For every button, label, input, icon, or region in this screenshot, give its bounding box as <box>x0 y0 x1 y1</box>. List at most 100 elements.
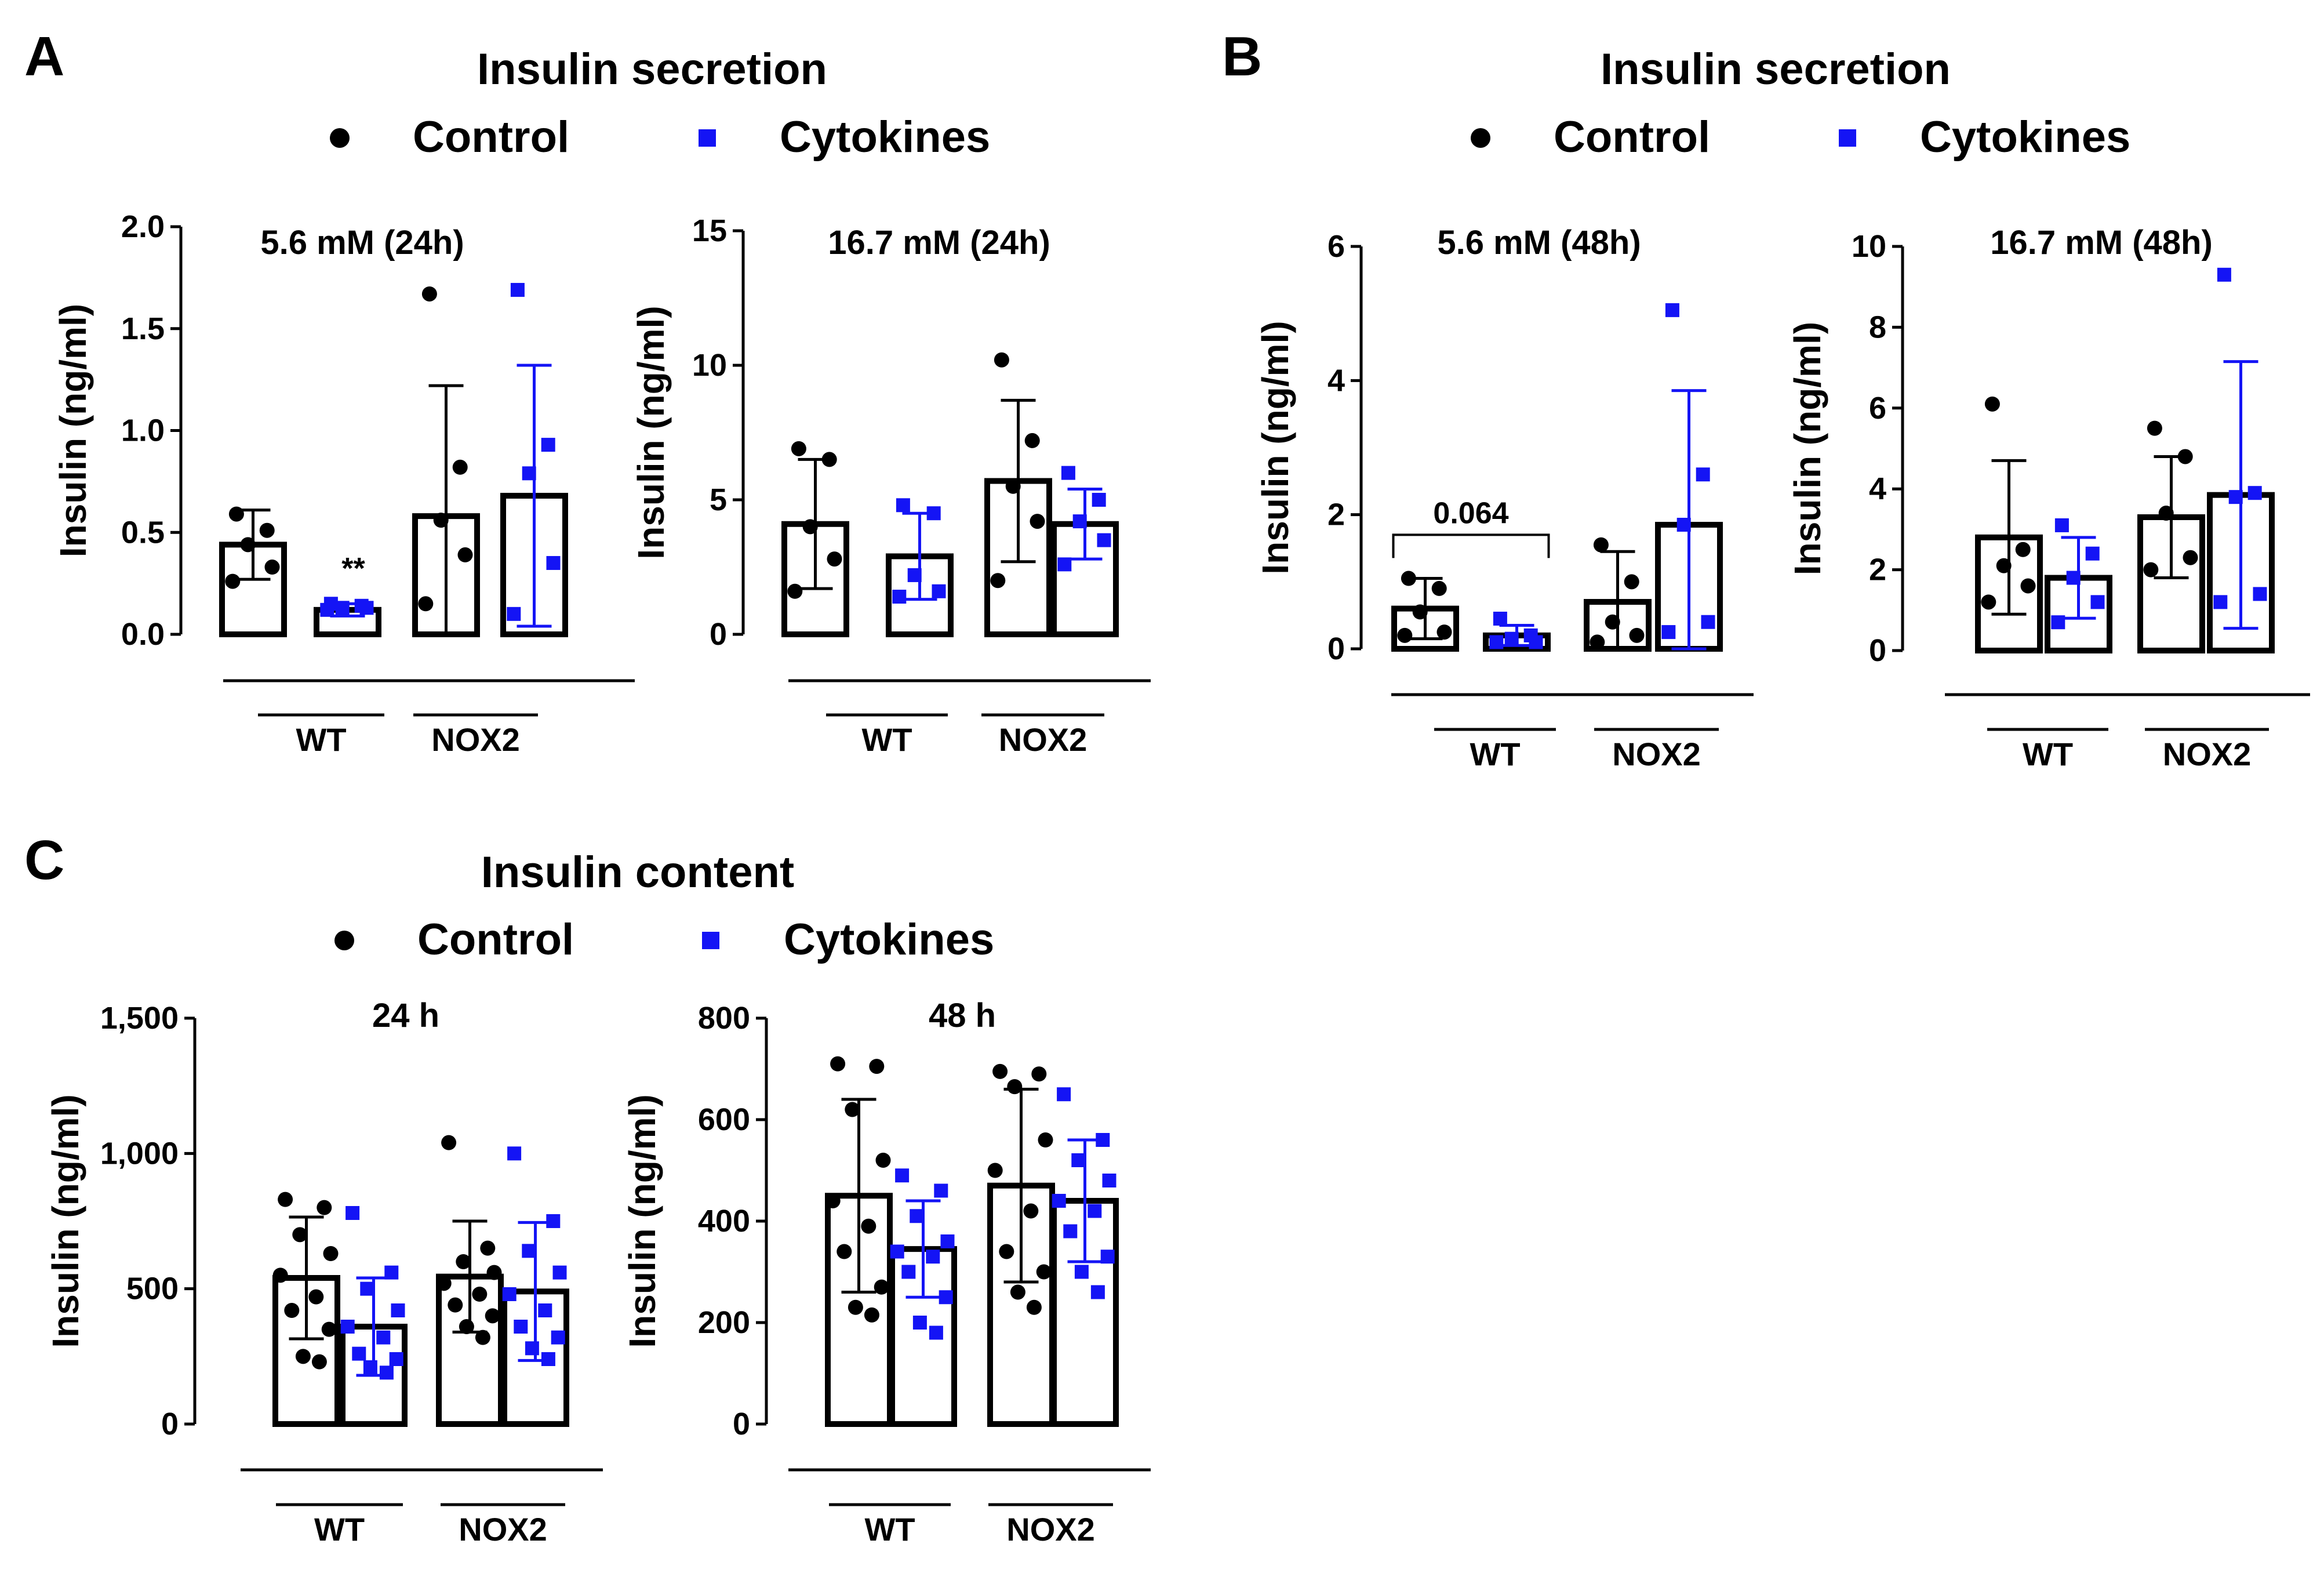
data-point-control <box>1030 514 1045 529</box>
y-tick-label: 1,000 <box>100 1136 179 1171</box>
data-point-control <box>2158 506 2174 521</box>
y-tick-label: 800 <box>698 1001 750 1036</box>
panel-b-title: Insulin secretion <box>1601 45 1951 94</box>
y-tick-label: 8 <box>1869 310 1886 344</box>
data-point-control <box>1031 1066 1047 1082</box>
data-point-control <box>436 1276 452 1291</box>
data-point-control <box>869 1059 885 1074</box>
data-point-control <box>830 1056 846 1072</box>
legend-c-cytokines-marker <box>702 932 719 949</box>
data-point-control <box>1436 624 1452 640</box>
y-axis-label: Insulin (ng/ml) <box>1787 322 1828 575</box>
chart-c-24h: 24 h Insulin (ng/ml) 0 500 1,000 1,500 WT NOX2 <box>45 997 603 1548</box>
panel-letter-a: A <box>24 26 64 88</box>
y-tick-label: 10 <box>692 348 727 383</box>
data-point-control <box>861 1218 876 1234</box>
data-point-cytokines <box>384 1265 399 1280</box>
data-point-cytokines <box>507 1146 522 1161</box>
y-tick-label: 2 <box>1328 497 1345 532</box>
data-point-cytokines <box>2213 595 2228 609</box>
data-point-cytokines <box>926 1250 940 1264</box>
data-point-cytokines <box>1661 625 1676 640</box>
data-point-cytokines <box>932 584 946 598</box>
legend-c-cytokines-label: Cytokines <box>784 915 994 964</box>
chart-a-16-7mm-24h: 16.7 mM (24h) Insulin (ng/ml) 0 5 10 15 WT NOX2 <box>630 213 1151 758</box>
legend-b-control-label: Control <box>1554 112 1710 162</box>
data-point-control <box>1996 558 2012 573</box>
data-point-control <box>472 1287 488 1302</box>
group-label-nox2: NOX2 <box>1006 1511 1095 1548</box>
data-point-cytokines <box>2051 615 2065 630</box>
data-point-control <box>1036 1264 1052 1280</box>
panel-letter-b: B <box>1222 26 1262 88</box>
data-point-cytokines <box>360 1281 374 1296</box>
chart-b-5-6mm-48h: 5.6 mM (48h) Insulin (ng/ml) 0 2 4 6 0.064 WT NO… <box>1254 224 1754 772</box>
data-point-control <box>1026 1299 1042 1315</box>
y-tick-label: 4 <box>1328 363 1345 398</box>
data-point-cytokines <box>934 1183 948 1198</box>
data-point-cytokines <box>1102 1174 1116 1187</box>
y-tick-label: 2 <box>1869 553 1886 587</box>
data-point-control <box>1593 537 1609 553</box>
data-point-control <box>992 1063 1008 1079</box>
data-point-cytokines <box>541 1352 555 1366</box>
data-point-cytokines <box>2217 267 2231 282</box>
legend-b-cytokines-label: Cytokines <box>1920 112 2130 162</box>
data-point-cytokines <box>502 1287 517 1301</box>
y-tick-label: 10 <box>1852 229 1886 264</box>
data-point-cytokines <box>1088 1204 1102 1218</box>
data-point-cytokines <box>1090 1285 1105 1299</box>
data-point-control <box>1005 478 1021 494</box>
significance-bracket <box>1392 533 1550 558</box>
data-point-control <box>845 1102 860 1117</box>
data-point-control <box>987 1163 1003 1178</box>
data-point-cytokines <box>2066 571 2081 585</box>
data-point-control <box>825 1193 841 1208</box>
group-label-nox2: NOX2 <box>431 721 520 758</box>
data-point-cytokines <box>514 1320 528 1334</box>
y-tick-label: 0 <box>1328 631 1345 666</box>
data-point-control <box>323 1246 339 1261</box>
data-point-cytokines <box>522 1244 536 1258</box>
data-point-control <box>433 513 449 528</box>
data-point-control <box>418 596 434 612</box>
data-point-cytokines <box>1696 467 1710 482</box>
group-label-nox2: NOX2 <box>459 1511 547 1548</box>
panel-letter-c: C <box>24 829 64 891</box>
panel-b-header: B Insulin secretion Control Cytokines <box>1222 26 2130 162</box>
y-tick-label: 0 <box>733 1407 750 1441</box>
data-point-cytokines <box>1096 1133 1110 1147</box>
data-point-cytokines <box>2253 587 2267 601</box>
y-tick-label: 6 <box>1869 391 1886 426</box>
legend-a-control-marker <box>330 128 350 148</box>
data-point-cytokines <box>896 498 910 513</box>
data-point-cytokines <box>546 555 561 570</box>
legend-c-control-marker <box>334 931 354 950</box>
data-point-cytokines <box>1489 635 1504 649</box>
data-point-cytokines <box>1676 518 1691 532</box>
data-point-cytokines <box>939 1290 953 1305</box>
y-tick-label: 2.0 <box>121 209 165 244</box>
data-point-control <box>456 1254 471 1269</box>
y-tick-label: 0.5 <box>121 515 165 550</box>
data-point-control <box>787 583 803 599</box>
data-point-control <box>1605 614 1620 630</box>
y-tick-label: 400 <box>698 1204 750 1239</box>
data-point-cytokines <box>552 1265 567 1280</box>
panel-a-header: A Insulin secretion Control Cytokines <box>24 26 990 162</box>
data-point-control <box>1981 594 1996 610</box>
legend-a-cytokines-label: Cytokines <box>780 112 990 162</box>
data-point-control <box>240 537 256 553</box>
data-point-cytokines <box>1057 1087 1071 1102</box>
data-point-control <box>452 459 468 475</box>
y-tick-label: 1.5 <box>121 311 165 346</box>
legend-b-cytokines-marker <box>1839 129 1856 147</box>
group-label-wt: WT <box>864 1511 915 1548</box>
data-point-control <box>999 1244 1014 1259</box>
data-point-cytokines <box>1701 615 1715 629</box>
data-point-control <box>421 286 437 302</box>
data-point-cytokines <box>1057 557 1072 572</box>
data-point-cytokines <box>538 1303 552 1317</box>
y-tick-label: 0.0 <box>121 617 165 652</box>
group-label-wt: WT <box>2023 736 2073 772</box>
